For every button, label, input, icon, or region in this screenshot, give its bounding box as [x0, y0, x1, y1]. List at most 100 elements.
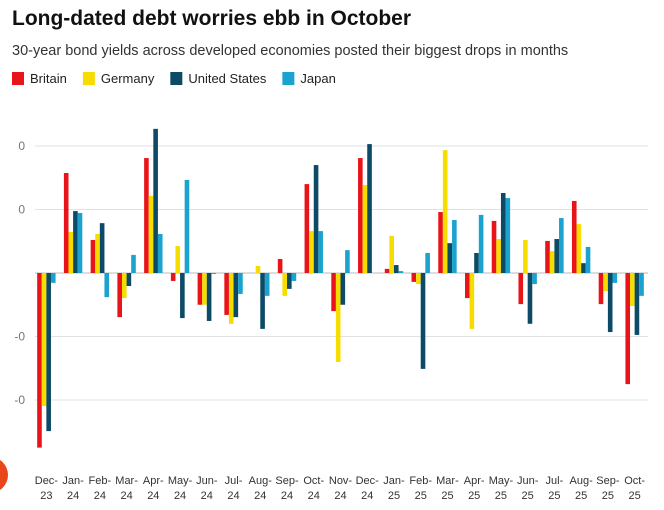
- bar: [153, 128, 158, 273]
- bar: [37, 273, 42, 448]
- bar: [309, 231, 314, 273]
- chart-subtitle: 30-year bond yields across developed eco…: [12, 43, 568, 59]
- x-tick-label: Jun-25: [517, 475, 539, 502]
- bar: [175, 246, 181, 273]
- bar: [527, 273, 533, 324]
- x-tick-label: Feb-25: [409, 475, 432, 502]
- x-tick-label: May-25: [489, 475, 514, 502]
- bar: [545, 240, 550, 273]
- bar: [612, 273, 618, 283]
- bar: [452, 219, 457, 273]
- bar: [500, 192, 506, 273]
- bar: [238, 273, 243, 294]
- legend-swatch: [282, 72, 295, 85]
- bar: [277, 259, 283, 273]
- bar: [523, 239, 528, 273]
- bar: [287, 273, 292, 289]
- bar: [345, 250, 350, 273]
- bar: [362, 185, 368, 273]
- bar: [126, 273, 132, 287]
- bar: [331, 273, 336, 312]
- x-tick-label: Oct-25: [624, 475, 645, 502]
- bar: [63, 172, 69, 273]
- bar: [264, 273, 270, 296]
- bar: [585, 246, 591, 273]
- x-tick-label: May-24: [168, 475, 193, 502]
- bar: [228, 273, 234, 324]
- bar: [170, 273, 176, 281]
- bar: [416, 273, 421, 285]
- bar: [260, 273, 265, 329]
- legend-label: Japan: [300, 71, 335, 86]
- x-tick-label: Mar-24: [115, 475, 138, 502]
- bar: [505, 198, 511, 273]
- bar: [358, 158, 363, 273]
- bar: [184, 179, 190, 273]
- bar: [95, 233, 100, 273]
- x-tick-label: Oct-24: [303, 475, 324, 502]
- x-tick-label: Jan-25: [383, 475, 405, 502]
- bar: [90, 239, 96, 273]
- bar: [469, 273, 475, 329]
- bar: [491, 220, 497, 273]
- y-tick-label: -0: [14, 393, 25, 407]
- bar: [420, 273, 426, 369]
- bar: [571, 200, 577, 273]
- bar: [157, 233, 163, 273]
- bar: [532, 273, 537, 285]
- bar: [464, 273, 470, 299]
- decoration: [0, 460, 8, 490]
- bar: [581, 263, 586, 273]
- bar: [518, 273, 524, 305]
- bar: [576, 224, 582, 273]
- bar: [335, 273, 341, 362]
- bar: [607, 273, 613, 333]
- bar: [46, 273, 51, 432]
- legend: Britain Germany United States Japan: [12, 71, 336, 86]
- x-tick-label: Sep-25: [596, 475, 620, 502]
- bar: [425, 252, 430, 273]
- bar: [99, 223, 105, 273]
- bar: [255, 266, 261, 273]
- bar: [384, 268, 390, 273]
- x-tick-label: Apr-25: [464, 475, 485, 502]
- bar: [144, 158, 149, 273]
- bar: [318, 231, 323, 273]
- bar: [77, 212, 83, 273]
- x-tick-label: Nov-24: [329, 475, 353, 502]
- x-tick-label: Jun-24: [196, 475, 218, 502]
- x-tick-label: Jan-24: [62, 475, 84, 502]
- legend-swatch: [170, 72, 183, 85]
- x-tick-label: Jul-24: [225, 475, 243, 502]
- bar: [474, 252, 479, 273]
- bar: [554, 239, 560, 273]
- x-tick-label: Apr-24: [143, 475, 164, 502]
- bar: [549, 251, 555, 273]
- bar: [131, 254, 136, 273]
- bar: [282, 273, 288, 296]
- bar: [211, 273, 217, 274]
- bar: [117, 273, 122, 318]
- bar: [291, 273, 297, 281]
- x-tick-label: Feb-24: [89, 475, 112, 502]
- bar: [447, 243, 453, 273]
- bar: [598, 273, 604, 305]
- bar: [121, 273, 127, 299]
- bar: [206, 273, 212, 321]
- bar: [367, 144, 372, 273]
- bar: [411, 273, 417, 282]
- bar: [639, 273, 644, 296]
- y-tick-label: 0: [18, 203, 25, 217]
- legend-label: Germany: [101, 71, 155, 86]
- x-tick-label: Dec-24: [356, 475, 380, 502]
- bar: [224, 273, 229, 315]
- bar: [233, 273, 239, 318]
- bar: [559, 218, 564, 273]
- bar: [634, 273, 640, 335]
- bar: [313, 165, 319, 273]
- bar: [478, 214, 484, 273]
- y-tick-label: -0: [14, 330, 25, 344]
- x-tick-label: Aug-25: [570, 475, 594, 502]
- bar: [304, 184, 310, 273]
- bar: [625, 273, 631, 385]
